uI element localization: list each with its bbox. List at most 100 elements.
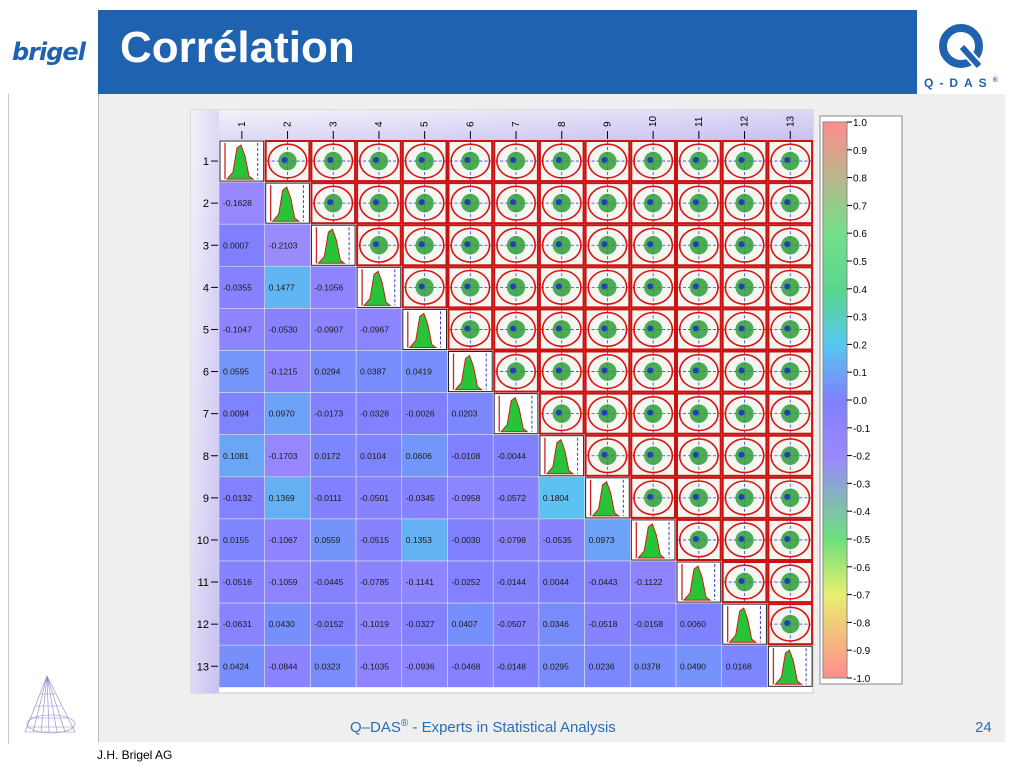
scatter-points [415,151,434,171]
confidence-ellipse [724,227,765,263]
confidence-ellipse [724,143,765,179]
correlation-cell [218,308,266,351]
scatter-points [598,235,617,255]
confidence-ellipse [358,185,399,221]
correlation-cell [401,476,448,520]
scatter-center-points [464,157,471,164]
scatter-center-points [555,409,562,416]
correlation-value: -0.0936 [406,661,435,671]
scatter-center-points [784,535,791,542]
x-tick-label: 8 [557,121,568,127]
correlation-value: -0.1215 [269,367,298,377]
correlation-cell [218,181,266,225]
correlation-cell [629,560,677,604]
scatter-points [781,614,800,634]
correlation-value: -0.0785 [360,577,389,587]
colorbar-tick-label: -0.4 [853,507,871,518]
author-label: J.H. Brigel AG [97,748,173,762]
correlation-value: 0.1804 [543,493,569,503]
correlation-cell [218,350,266,393]
correlation-value: 0.0490 [680,661,706,671]
correlation-cell [447,518,494,562]
correlation-cell [721,644,768,688]
scatter-center-points [647,241,654,248]
correlation-cell [492,518,540,562]
scatter-points [461,320,480,339]
scatter-points [506,235,526,255]
correlation-value: -0.0516 [223,577,252,587]
scatter-points [506,320,526,339]
correlation-cell [584,644,631,688]
scatter-center-points [692,451,699,458]
scatter-center-points [647,451,654,458]
y-label-gutter [191,110,219,693]
confidence-ellipse [450,227,491,263]
scatter-center-points [738,578,745,585]
scatter-points [781,572,800,592]
confidence-ellipse [678,143,719,179]
scatter-center-points [601,409,608,416]
scatter-center-points [464,283,471,290]
scatter-points [461,193,480,213]
colorbar-tick-label: 1.0 [853,118,867,129]
correlation-cell [401,560,448,604]
confidence-ellipse [678,438,719,474]
scatter-center-points [738,283,745,290]
brigel-logo: brigel [12,38,86,66]
correlation-value: 0.0236 [589,661,615,671]
colorbar-tick-label: -0.2 [853,452,871,463]
correlation-cell [310,392,357,436]
confidence-ellipse [541,353,582,390]
scatter-points [461,151,480,171]
scatter-points [735,151,754,171]
y-tick-label: 5 [203,324,209,336]
colorbar-tick-label: 0.6 [853,229,867,240]
confidence-ellipse [770,564,811,600]
correlation-value: -0.1056 [314,282,343,292]
correlation-cell [355,518,403,562]
confidence-ellipse [587,143,628,179]
histogram-bars [682,565,712,601]
scatter-points [689,530,708,550]
scatter-center-points [784,283,791,290]
confidence-ellipse [404,269,445,305]
correlation-value: -0.1067 [269,535,298,545]
scatter-center-points [738,367,745,374]
correlation-cell [264,350,311,393]
correlation-value: -0.0173 [314,409,343,419]
correlation-cell [310,265,357,309]
correlation-value: 0.0346 [543,619,569,629]
scatter-points [278,151,297,171]
correlation-value: -0.1047 [223,324,252,334]
scatter-center-points [692,283,699,290]
scatter-center-points [555,199,562,206]
correlation-cell [355,644,403,688]
scatter-points [506,362,526,381]
correlation-cell [538,602,585,646]
correlation-cell [401,350,448,393]
histogram-bars [728,607,758,643]
scatter-center-points [601,241,608,248]
correlation-value: -0.0355 [223,282,252,292]
correlation-value: -0.0501 [360,493,389,503]
correlation-cell [218,392,266,436]
correlation-value: -0.0026 [406,409,435,419]
scatter-points [689,278,708,297]
scatter-center-points [510,283,517,290]
scatter-points [506,151,526,171]
confidence-ellipse [450,143,491,179]
confidence-ellipse [587,396,628,432]
histogram-bars [545,438,575,475]
correlation-cell [310,644,357,688]
confidence-ellipse [313,143,354,179]
histogram-bars [408,312,438,348]
confidence-ellipse [358,143,399,179]
scatter-points [461,278,480,297]
correlation-value: 0.0387 [360,367,386,377]
confidence-ellipse [450,185,491,221]
confidence-ellipse [770,438,811,474]
scatter-center-points [601,199,608,206]
correlation-value: 0.0094 [223,409,249,419]
scatter-points [689,362,708,381]
